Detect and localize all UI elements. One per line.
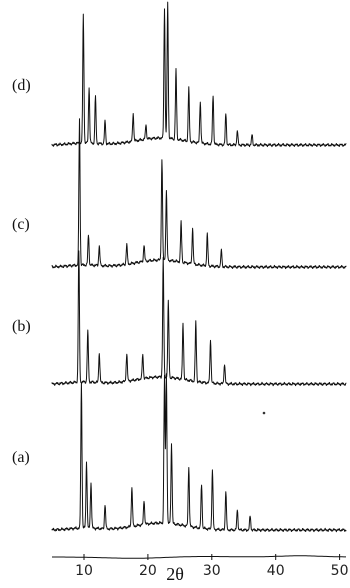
trace-series-2 bbox=[51, 118, 347, 270]
trace-series-3 bbox=[51, 1, 347, 148]
x-axis-line bbox=[52, 555, 346, 559]
series-label-1: (b) bbox=[12, 318, 31, 335]
trace-series-0 bbox=[51, 373, 347, 533]
pattern-traces bbox=[51, 1, 347, 533]
x-tick-label-50: 50 bbox=[331, 563, 349, 579]
x-axis-ticks: 10 20 30 40 50 bbox=[75, 554, 349, 579]
trace-series-1 bbox=[51, 250, 347, 387]
series-label-2: (c) bbox=[12, 216, 30, 233]
x-tick-label-40: 40 bbox=[267, 563, 285, 579]
scan-speck bbox=[262, 411, 266, 415]
x-axis-title: 2θ bbox=[166, 564, 184, 584]
series-label-3: (d) bbox=[12, 77, 31, 94]
x-tick-label-20: 20 bbox=[139, 563, 157, 579]
x-tick-label-10: 10 bbox=[75, 563, 93, 579]
series-label-0: (a) bbox=[12, 449, 30, 466]
x-tick-label-30: 30 bbox=[203, 563, 221, 579]
series-labels: (a) (b) (c) (d) bbox=[12, 77, 31, 466]
